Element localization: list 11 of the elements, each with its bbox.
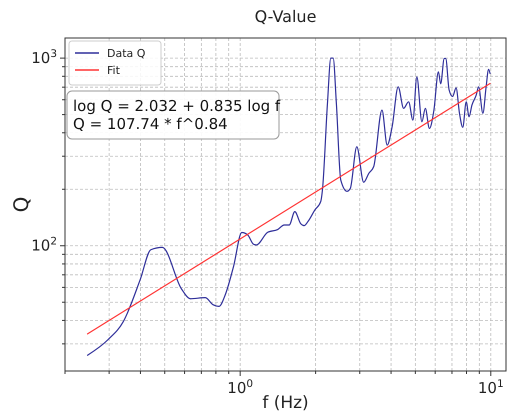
y-tick-label: 10$^{2}$ bbox=[31, 236, 57, 255]
legend-label: Data Q bbox=[107, 47, 146, 60]
chart-title: Q-Value bbox=[254, 7, 316, 26]
annotation: log Q = 2.032 + 0.835 log f bbox=[73, 97, 281, 115]
x-tick-label: 10$^{0}$ bbox=[227, 378, 254, 397]
legend-label: Fit bbox=[107, 64, 121, 77]
x-axis-title: f (Hz) bbox=[262, 393, 309, 413]
y-axis-title: Q bbox=[9, 196, 33, 212]
y-tick-label: 10$^{3}$ bbox=[31, 48, 57, 68]
annotation: Q = 107.74 * f^0.84 bbox=[73, 115, 228, 133]
x-tick-label: 10$^{1}$ bbox=[478, 378, 504, 397]
